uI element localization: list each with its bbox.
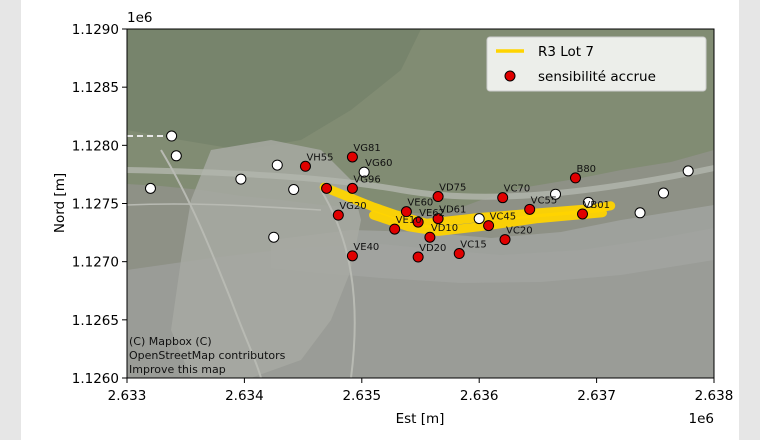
sensitive-point	[424, 231, 436, 243]
attribution-line-2: OpenStreetMap contributors	[129, 349, 286, 362]
x-axis-label: Est [m]	[396, 411, 445, 427]
x-offset-label: 1e6	[689, 411, 714, 427]
other-point	[658, 187, 670, 199]
sensitive-point-label: VD75	[439, 183, 466, 194]
sensitive-point	[432, 191, 444, 203]
sensitive-point	[577, 208, 589, 220]
sensitive-point	[483, 220, 495, 232]
x-axis: 2.633 2.634 2.635 2.636 2.637 2.638	[108, 378, 734, 404]
y-tick-label: 1.1280	[72, 138, 119, 154]
figure: VG60 VG81 VH55 VG96 VG20 VE60 VE10 VE62 VD75 VD61…	[21, 0, 739, 440]
sensitive-point	[412, 251, 424, 263]
other-point	[634, 207, 646, 219]
sensitive-point	[432, 213, 444, 225]
legend-sensitive-swatch	[504, 70, 516, 82]
sensitive-point-label: VE62	[419, 208, 445, 219]
sensitive-point-label: VC55	[531, 195, 558, 206]
route-layer	[319, 182, 616, 236]
sensitive-point-label: VD20	[419, 243, 446, 254]
attribution: (C) Mapbox (C) OpenStreetMap contributor…	[129, 335, 286, 376]
sensitive-point	[400, 206, 412, 218]
sensitive-point-label: VC45	[490, 212, 517, 223]
other-point	[682, 165, 694, 177]
other-point	[582, 196, 594, 208]
other-points-layer	[144, 130, 694, 243]
x-tick-label: 2.636	[460, 388, 499, 404]
sensitive-point-label: VE10	[396, 215, 422, 226]
sensitive-point-label: VG81	[353, 143, 380, 154]
sensitive-point-label: VC70	[504, 184, 531, 195]
other-point	[550, 188, 562, 200]
y-offset-label: 1e6	[127, 10, 152, 26]
legend-sensitive-label: sensibilité accrue	[538, 69, 656, 85]
sensitive-point-label: B80	[576, 164, 596, 175]
attribution-line-1: (C) Mapbox (C)	[129, 335, 212, 348]
other-point	[166, 130, 178, 142]
sensitive-point-label: VG96	[353, 174, 380, 185]
x-tick-label: 2.638	[695, 388, 734, 404]
y-tick-label: 1.1275	[72, 197, 119, 213]
legend-box	[486, 36, 707, 92]
y-tick-label: 1.1285	[72, 80, 119, 96]
y-tick-label: 1.1270	[72, 255, 119, 271]
sensitive-point	[497, 192, 509, 204]
sensitive-point	[321, 182, 333, 194]
other-point	[268, 231, 280, 243]
other-point	[358, 166, 370, 178]
sensitive-point	[569, 172, 581, 184]
sensitive-point	[524, 203, 536, 215]
y-axis: 1.1260 1.1265 1.1270 1.1275 1.1280 1.1285 1.12…	[72, 22, 127, 387]
attribution-line-3: Improve this map	[129, 363, 226, 376]
sensitive-point-label: VC15	[460, 240, 487, 251]
x-tick-label: 2.637	[577, 388, 616, 404]
sensitive-point-label: VD10	[431, 223, 458, 234]
other-point	[271, 159, 283, 171]
y-tick-label: 1.1290	[72, 22, 119, 38]
other-point	[170, 150, 182, 162]
sensitive-points-layer	[299, 151, 589, 263]
route-branch-line	[369, 208, 607, 236]
sensitive-point	[389, 223, 401, 235]
sensitive-point	[346, 151, 358, 163]
x-tick-label: 2.634	[225, 388, 264, 404]
sensitive-point	[299, 160, 311, 172]
y-tick-label: 1.1265	[72, 313, 119, 329]
sensitive-point-label: VH55	[306, 152, 333, 163]
other-point-label: VG60	[365, 158, 392, 169]
sensitive-point	[332, 209, 344, 221]
other-point	[473, 213, 485, 225]
x-tick-label: 2.633	[108, 388, 147, 404]
other-point	[288, 184, 300, 196]
legend: R3 Lot 7 sensibilité accrue	[486, 36, 707, 92]
sensitive-point-label: VD61	[439, 205, 466, 216]
sensitive-point	[499, 234, 511, 246]
sensitive-point-label: VE60	[407, 198, 433, 209]
sensitive-point	[346, 250, 358, 262]
legend-route-label: R3 Lot 7	[538, 44, 594, 60]
y-axis-label: Nord [m]	[52, 173, 68, 233]
x-tick-label: 2.635	[342, 388, 381, 404]
other-point	[144, 182, 156, 194]
sensitive-point	[346, 182, 358, 194]
sensitive-point-label: VE40	[353, 242, 379, 253]
sensitive-point-label: VB01	[584, 200, 610, 211]
sensitive-point	[453, 248, 465, 260]
sensitive-point	[412, 216, 424, 228]
y-tick-label: 1.1260	[72, 371, 119, 387]
other-point	[235, 173, 247, 185]
sensitive-point-label: VC20	[506, 226, 533, 237]
route-line	[319, 182, 616, 228]
sensitive-point-label: VG20	[339, 201, 366, 212]
